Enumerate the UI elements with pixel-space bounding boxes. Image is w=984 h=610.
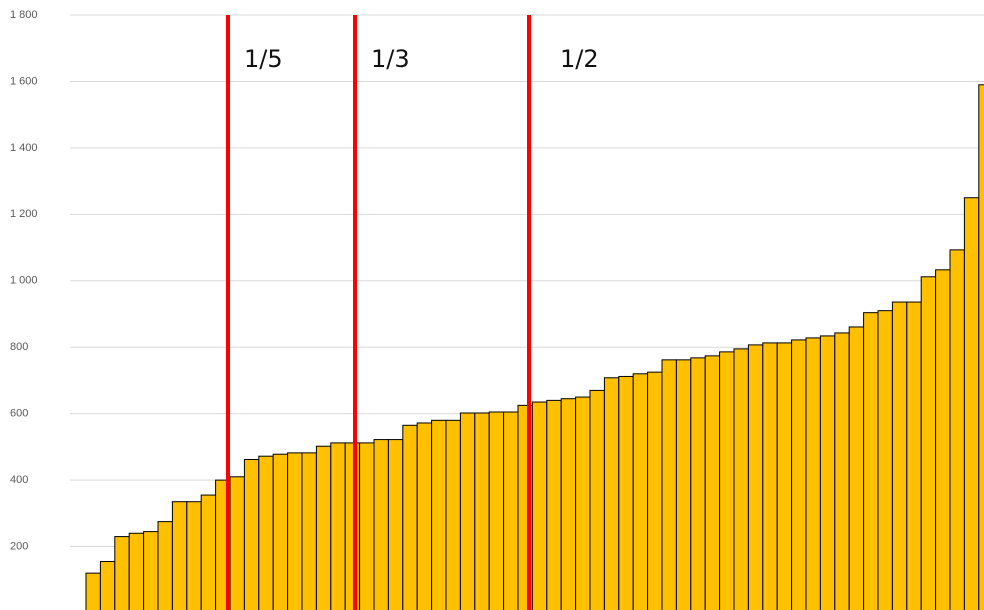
bar <box>978 84 984 610</box>
bar <box>459 412 476 610</box>
bar <box>416 422 433 610</box>
bar <box>402 424 418 610</box>
bar <box>719 351 735 610</box>
bar <box>243 459 260 610</box>
bar <box>762 342 778 610</box>
bar <box>301 452 317 610</box>
bar <box>229 476 245 610</box>
bar <box>445 419 461 610</box>
bar <box>315 445 332 610</box>
bar <box>690 357 706 610</box>
bar <box>546 399 562 610</box>
bar <box>387 439 404 610</box>
y-tick-label: 800 <box>10 341 28 353</box>
y-tick-label: 400 <box>10 474 28 486</box>
bar <box>848 326 865 610</box>
bar <box>906 301 922 610</box>
bar <box>805 337 821 610</box>
bar <box>474 412 490 610</box>
bar <box>99 561 116 610</box>
bar <box>834 332 850 610</box>
bar <box>920 276 937 610</box>
annotation-label: 1/3 <box>371 45 410 73</box>
y-tick-label: 1 400 <box>10 142 38 154</box>
bar <box>560 398 577 610</box>
bar <box>272 453 289 610</box>
bar <box>128 532 145 610</box>
bar <box>791 339 807 610</box>
bar <box>359 442 375 610</box>
y-tick-label: 1 800 <box>10 9 38 21</box>
bar <box>776 342 793 610</box>
bar <box>661 359 677 610</box>
bar <box>488 411 505 610</box>
bar <box>963 197 980 610</box>
bar <box>733 348 749 610</box>
bar <box>589 389 605 610</box>
bar <box>935 269 951 610</box>
y-tick-label: 600 <box>10 408 28 420</box>
bar <box>877 310 893 610</box>
bar <box>431 419 447 610</box>
bar <box>632 373 649 610</box>
bar <box>675 359 692 610</box>
bar <box>373 439 389 610</box>
bar <box>618 375 634 610</box>
bar <box>287 452 303 610</box>
bar <box>949 249 965 610</box>
bar <box>85 572 101 610</box>
bar <box>157 521 173 610</box>
bar <box>171 501 188 610</box>
bar <box>575 396 591 610</box>
bar <box>344 442 361 610</box>
bar <box>330 442 346 610</box>
bar <box>143 531 159 610</box>
bar <box>819 335 836 610</box>
annotation-label: 1/2 <box>560 45 599 73</box>
bar <box>200 494 217 610</box>
bar <box>747 344 764 610</box>
bar <box>258 455 274 610</box>
y-tick-label: 1 000 <box>10 275 38 287</box>
bar <box>603 377 620 610</box>
bar <box>114 536 130 610</box>
bar <box>647 371 663 610</box>
bar <box>704 355 721 610</box>
annotation-label: 1/5 <box>244 45 283 73</box>
bar <box>863 312 879 610</box>
y-tick-label: 1 600 <box>10 75 38 87</box>
y-tick-label: 1 200 <box>10 208 38 220</box>
y-tick-label: 200 <box>10 540 28 552</box>
bar <box>186 501 202 610</box>
bar <box>531 401 548 610</box>
bar <box>503 411 519 610</box>
bar <box>891 301 908 610</box>
